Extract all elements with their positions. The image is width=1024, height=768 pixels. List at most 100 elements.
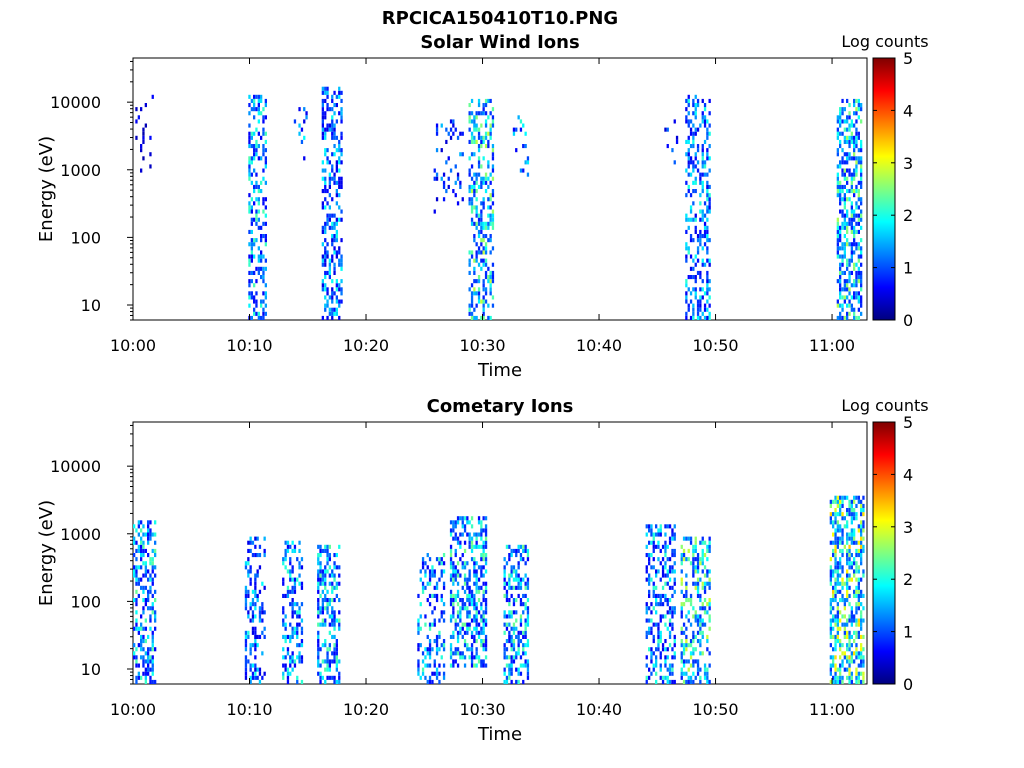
count-cell xyxy=(331,238,334,243)
count-cell xyxy=(291,602,294,607)
count-cell xyxy=(694,213,697,218)
count-cell xyxy=(855,655,858,660)
count-cell xyxy=(253,144,256,149)
count-cell xyxy=(135,573,138,578)
count-cell xyxy=(255,127,258,132)
count-cell xyxy=(149,135,152,140)
count-cell xyxy=(659,598,662,603)
count-cell xyxy=(696,618,700,623)
count-cell xyxy=(331,307,334,312)
count-cell xyxy=(326,250,329,255)
count-cell xyxy=(149,585,152,590)
count-cell xyxy=(264,295,267,300)
count-cell xyxy=(687,548,690,553)
count-cell xyxy=(489,98,492,103)
count-cell xyxy=(846,258,849,263)
count-cell xyxy=(510,647,513,652)
count-cell xyxy=(284,634,287,639)
count-cell xyxy=(477,291,481,296)
count-cell xyxy=(326,602,329,607)
count-cell xyxy=(855,622,858,627)
count-cell xyxy=(475,618,478,623)
count-cell xyxy=(853,144,856,149)
count-cell xyxy=(475,610,478,615)
count-cell xyxy=(328,172,331,177)
count-cell xyxy=(699,630,702,635)
count-cell xyxy=(454,520,457,525)
count-cell xyxy=(694,569,697,574)
count-cell xyxy=(650,610,653,615)
count-cell xyxy=(524,663,527,668)
count-cell xyxy=(484,123,488,128)
count-cell xyxy=(843,119,846,124)
count-cell xyxy=(853,528,856,533)
count-cell xyxy=(855,98,858,103)
count-cell xyxy=(482,528,485,533)
count-cell xyxy=(696,160,700,165)
count-cell xyxy=(291,626,294,631)
count-cell xyxy=(850,643,853,648)
count-cell xyxy=(470,655,474,660)
count-cell xyxy=(834,593,837,598)
count-cell xyxy=(680,643,683,648)
count-cell xyxy=(461,651,464,656)
count-cell xyxy=(503,610,506,615)
count-cell xyxy=(687,536,690,541)
count-cell xyxy=(142,639,145,644)
count-cell xyxy=(836,299,839,304)
count-cell xyxy=(664,524,667,529)
count-cell xyxy=(291,577,294,582)
count-cell xyxy=(526,581,530,586)
x-axis-label: Time xyxy=(477,360,522,381)
count-cell xyxy=(655,622,658,627)
count-cell xyxy=(505,589,509,594)
count-cell xyxy=(264,238,267,243)
count-cell xyxy=(857,553,860,558)
count-cell xyxy=(321,618,324,623)
count-cell xyxy=(855,119,858,124)
count-cell xyxy=(685,258,688,263)
count-cell xyxy=(340,131,343,136)
x-tick-label: 10:40 xyxy=(576,336,622,355)
count-cell xyxy=(466,532,469,537)
count-cell xyxy=(853,229,856,234)
count-cell xyxy=(655,659,658,664)
count-cell xyxy=(510,663,513,668)
count-cell xyxy=(333,225,336,230)
count-cell xyxy=(855,548,858,553)
count-cell xyxy=(466,610,469,615)
count-cell xyxy=(135,589,138,594)
count-cell xyxy=(256,569,259,574)
count-cell xyxy=(524,606,527,611)
count-cell xyxy=(701,606,704,611)
count-cell xyxy=(524,573,527,578)
count-cell xyxy=(433,659,436,664)
count-cell xyxy=(484,532,488,537)
count-cell xyxy=(680,655,683,660)
count-cell xyxy=(694,229,697,234)
count-cell xyxy=(254,663,257,668)
count-cell xyxy=(706,148,709,153)
count-cell xyxy=(324,262,327,267)
count-cell xyxy=(449,119,453,124)
count-cell xyxy=(489,213,492,218)
count-cell xyxy=(454,626,457,631)
count-cell xyxy=(468,303,471,308)
count-cell xyxy=(860,172,863,177)
count-cell xyxy=(484,225,488,230)
count-cell xyxy=(696,585,700,590)
count-cell xyxy=(480,144,483,149)
count-cell xyxy=(645,675,648,680)
count-cell xyxy=(694,254,697,259)
count-cell xyxy=(652,639,655,644)
count-cell xyxy=(857,270,860,275)
count-cell xyxy=(484,275,488,280)
count-cell xyxy=(144,651,147,656)
count-cell xyxy=(250,254,253,259)
count-cell xyxy=(253,307,256,312)
count-cell xyxy=(317,573,320,578)
count-cell xyxy=(254,581,257,586)
count-cell xyxy=(685,229,688,234)
count-cell xyxy=(151,565,154,570)
count-cell xyxy=(284,593,287,598)
